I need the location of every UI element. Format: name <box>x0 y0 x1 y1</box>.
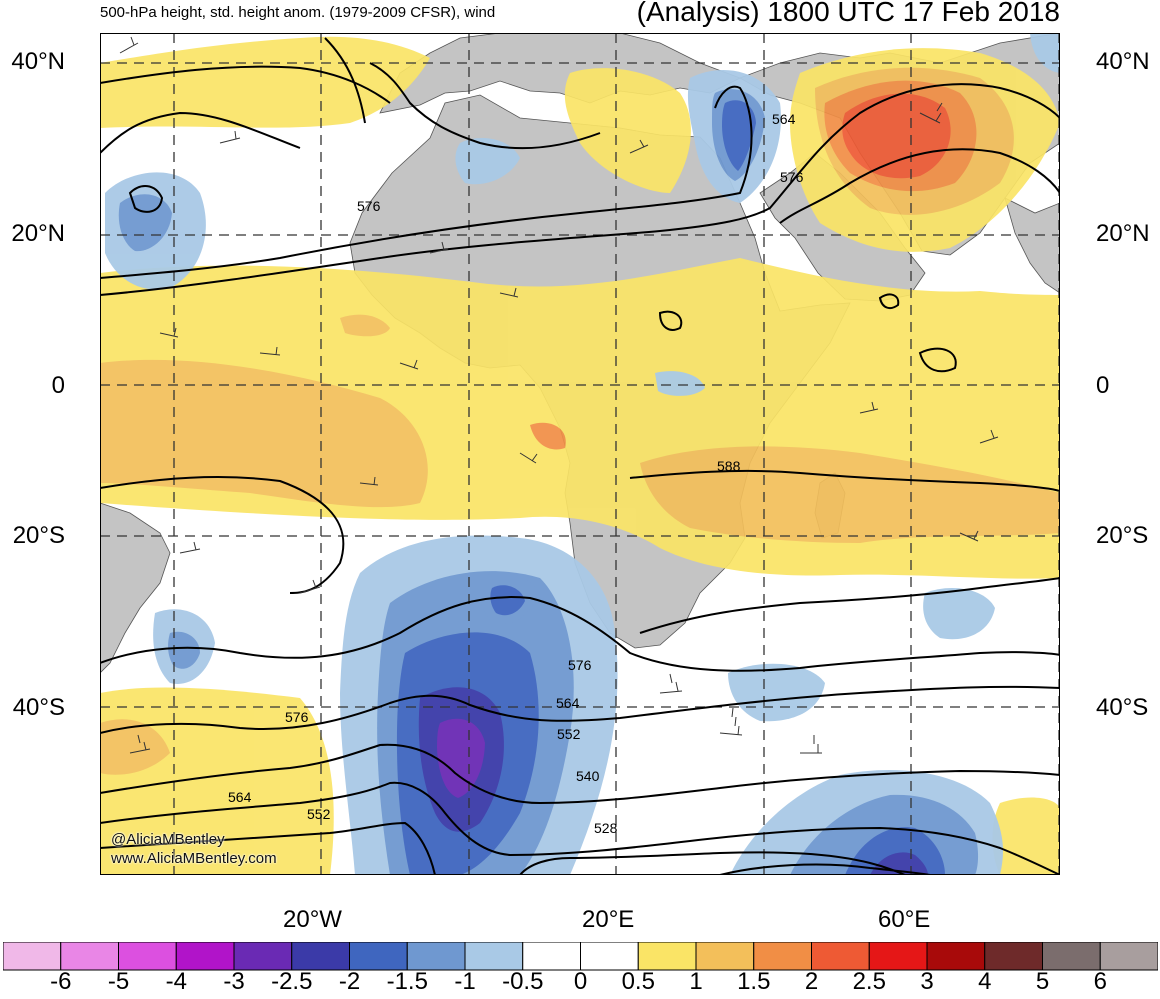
contour-label: 552 <box>307 806 331 822</box>
colorbar-swatch <box>984 942 1043 971</box>
colorbar-tick-label: -6 <box>50 968 72 995</box>
colorbar-tick-label: 4 <box>978 968 992 995</box>
contour-label: 564 <box>228 789 252 805</box>
colorbar-swatch <box>406 942 466 971</box>
anomaly-band-north-yellow <box>100 36 430 128</box>
colorbar-tick-label: -0.5 <box>502 968 544 995</box>
colorbar-swatch <box>1099 942 1158 971</box>
colorbar-swatch <box>118 942 177 971</box>
colorbar-tick-label: -2.5 <box>271 968 313 995</box>
colorbar-tick-label: 1.5 <box>737 968 771 995</box>
contour-label: 576 <box>357 198 381 214</box>
colorbar-tick-label: 0.5 <box>621 968 655 995</box>
colorbar-swatch <box>349 942 408 971</box>
contour-label: 528 <box>594 820 618 836</box>
colorbar-tick-label: -2 <box>338 968 361 995</box>
colorbar-tick-label: -1.5 <box>386 968 428 995</box>
colorbar-swatch <box>522 942 581 971</box>
contour-label: 576 <box>285 709 309 725</box>
lat-label-20s-right: 20°S <box>1096 522 1149 549</box>
map-title: (Analysis) 1800 UTC 17 Feb 2018 <box>636 0 1060 27</box>
lat-label-40s-left: 40°S <box>12 694 65 721</box>
colorbar-tick-label: 3 <box>920 968 934 995</box>
colorbar-tick-label: 5 <box>1035 968 1050 995</box>
colorbar-swatch <box>60 942 119 971</box>
contour-label-group: 576 564 576 588 576 564 552 540 528 576 … <box>228 111 804 836</box>
colorbar-swatch <box>464 942 524 971</box>
colorbar <box>3 942 1158 971</box>
colorbar-tick-label: 2 <box>804 968 819 995</box>
colorbar-swatch <box>175 942 235 971</box>
colorbar-swatch <box>753 942 812 971</box>
contour-label: 564 <box>772 111 796 127</box>
lat-label-40n-right: 40°N <box>1096 48 1150 75</box>
lat-label-20n-left: 20°N <box>11 220 65 247</box>
negative-anomalies <box>105 33 1060 875</box>
lat-label-40s-right: 40°S <box>1096 694 1149 721</box>
colorbar-tick-label: 6 <box>1093 968 1107 995</box>
contour-label: 564 <box>556 695 580 711</box>
contour-label: 576 <box>780 169 804 185</box>
colorbar-swatch <box>580 942 639 971</box>
colorbar-swatch <box>291 942 350 971</box>
lon-label-20w: 20°W <box>283 906 342 933</box>
india-landmass <box>1004 197 1060 294</box>
lat-label-eq-left: 0 <box>51 372 65 399</box>
lat-label-40n-left: 40°N <box>11 48 65 75</box>
colorbar-swatch <box>926 942 986 971</box>
lon-label-20e: 20°E <box>582 906 635 933</box>
colorbar-tick-label: -3 <box>223 968 245 995</box>
lat-label-20s-left: 20°S <box>12 522 65 549</box>
lon-label-60e: 60°E <box>878 906 931 933</box>
colorbar-tick-label: 1 <box>689 968 703 995</box>
lat-label-20n-right: 20°N <box>1096 220 1150 247</box>
contour-label: 576 <box>568 657 592 673</box>
contour-588-south <box>100 476 345 594</box>
credit-handle: @AliciaMBentley <box>111 831 225 848</box>
lat-label-eq-right: 0 <box>1096 372 1110 399</box>
colorbar-tick-label: 2.5 <box>852 968 886 995</box>
height-contours <box>100 37 1060 875</box>
colorbar-tick-label: -5 <box>107 968 130 995</box>
wind-barbs <box>119 36 999 754</box>
colorbar-swatch <box>868 942 928 971</box>
contour-label: 552 <box>557 726 581 742</box>
colorbar-swatch <box>3 942 62 971</box>
south-america-landmass <box>100 502 171 674</box>
colorbar-swatch <box>695 942 755 971</box>
colorbar-tick-label: -1 <box>454 968 476 995</box>
colorbar-swatch <box>1042 942 1101 971</box>
height-anomaly-map: 576 564 576 588 576 564 552 540 528 576 … <box>100 33 1060 875</box>
colorbar-tick-label: -4 <box>165 968 187 995</box>
colorbar-swatch <box>233 942 293 971</box>
anomaly-min-south-atlantic <box>437 718 485 798</box>
colorbar-swatch <box>637 942 697 971</box>
colorbar-swatch <box>811 942 870 971</box>
credit-website: www.AliciaMBentley.com <box>111 850 277 867</box>
colorbar-tick-label: 0 <box>573 968 588 995</box>
map-subtitle: 500-hPa height, std. height anom. (1979-… <box>100 4 496 21</box>
contour-label: 588 <box>717 458 741 474</box>
contour-label: 540 <box>576 768 600 784</box>
